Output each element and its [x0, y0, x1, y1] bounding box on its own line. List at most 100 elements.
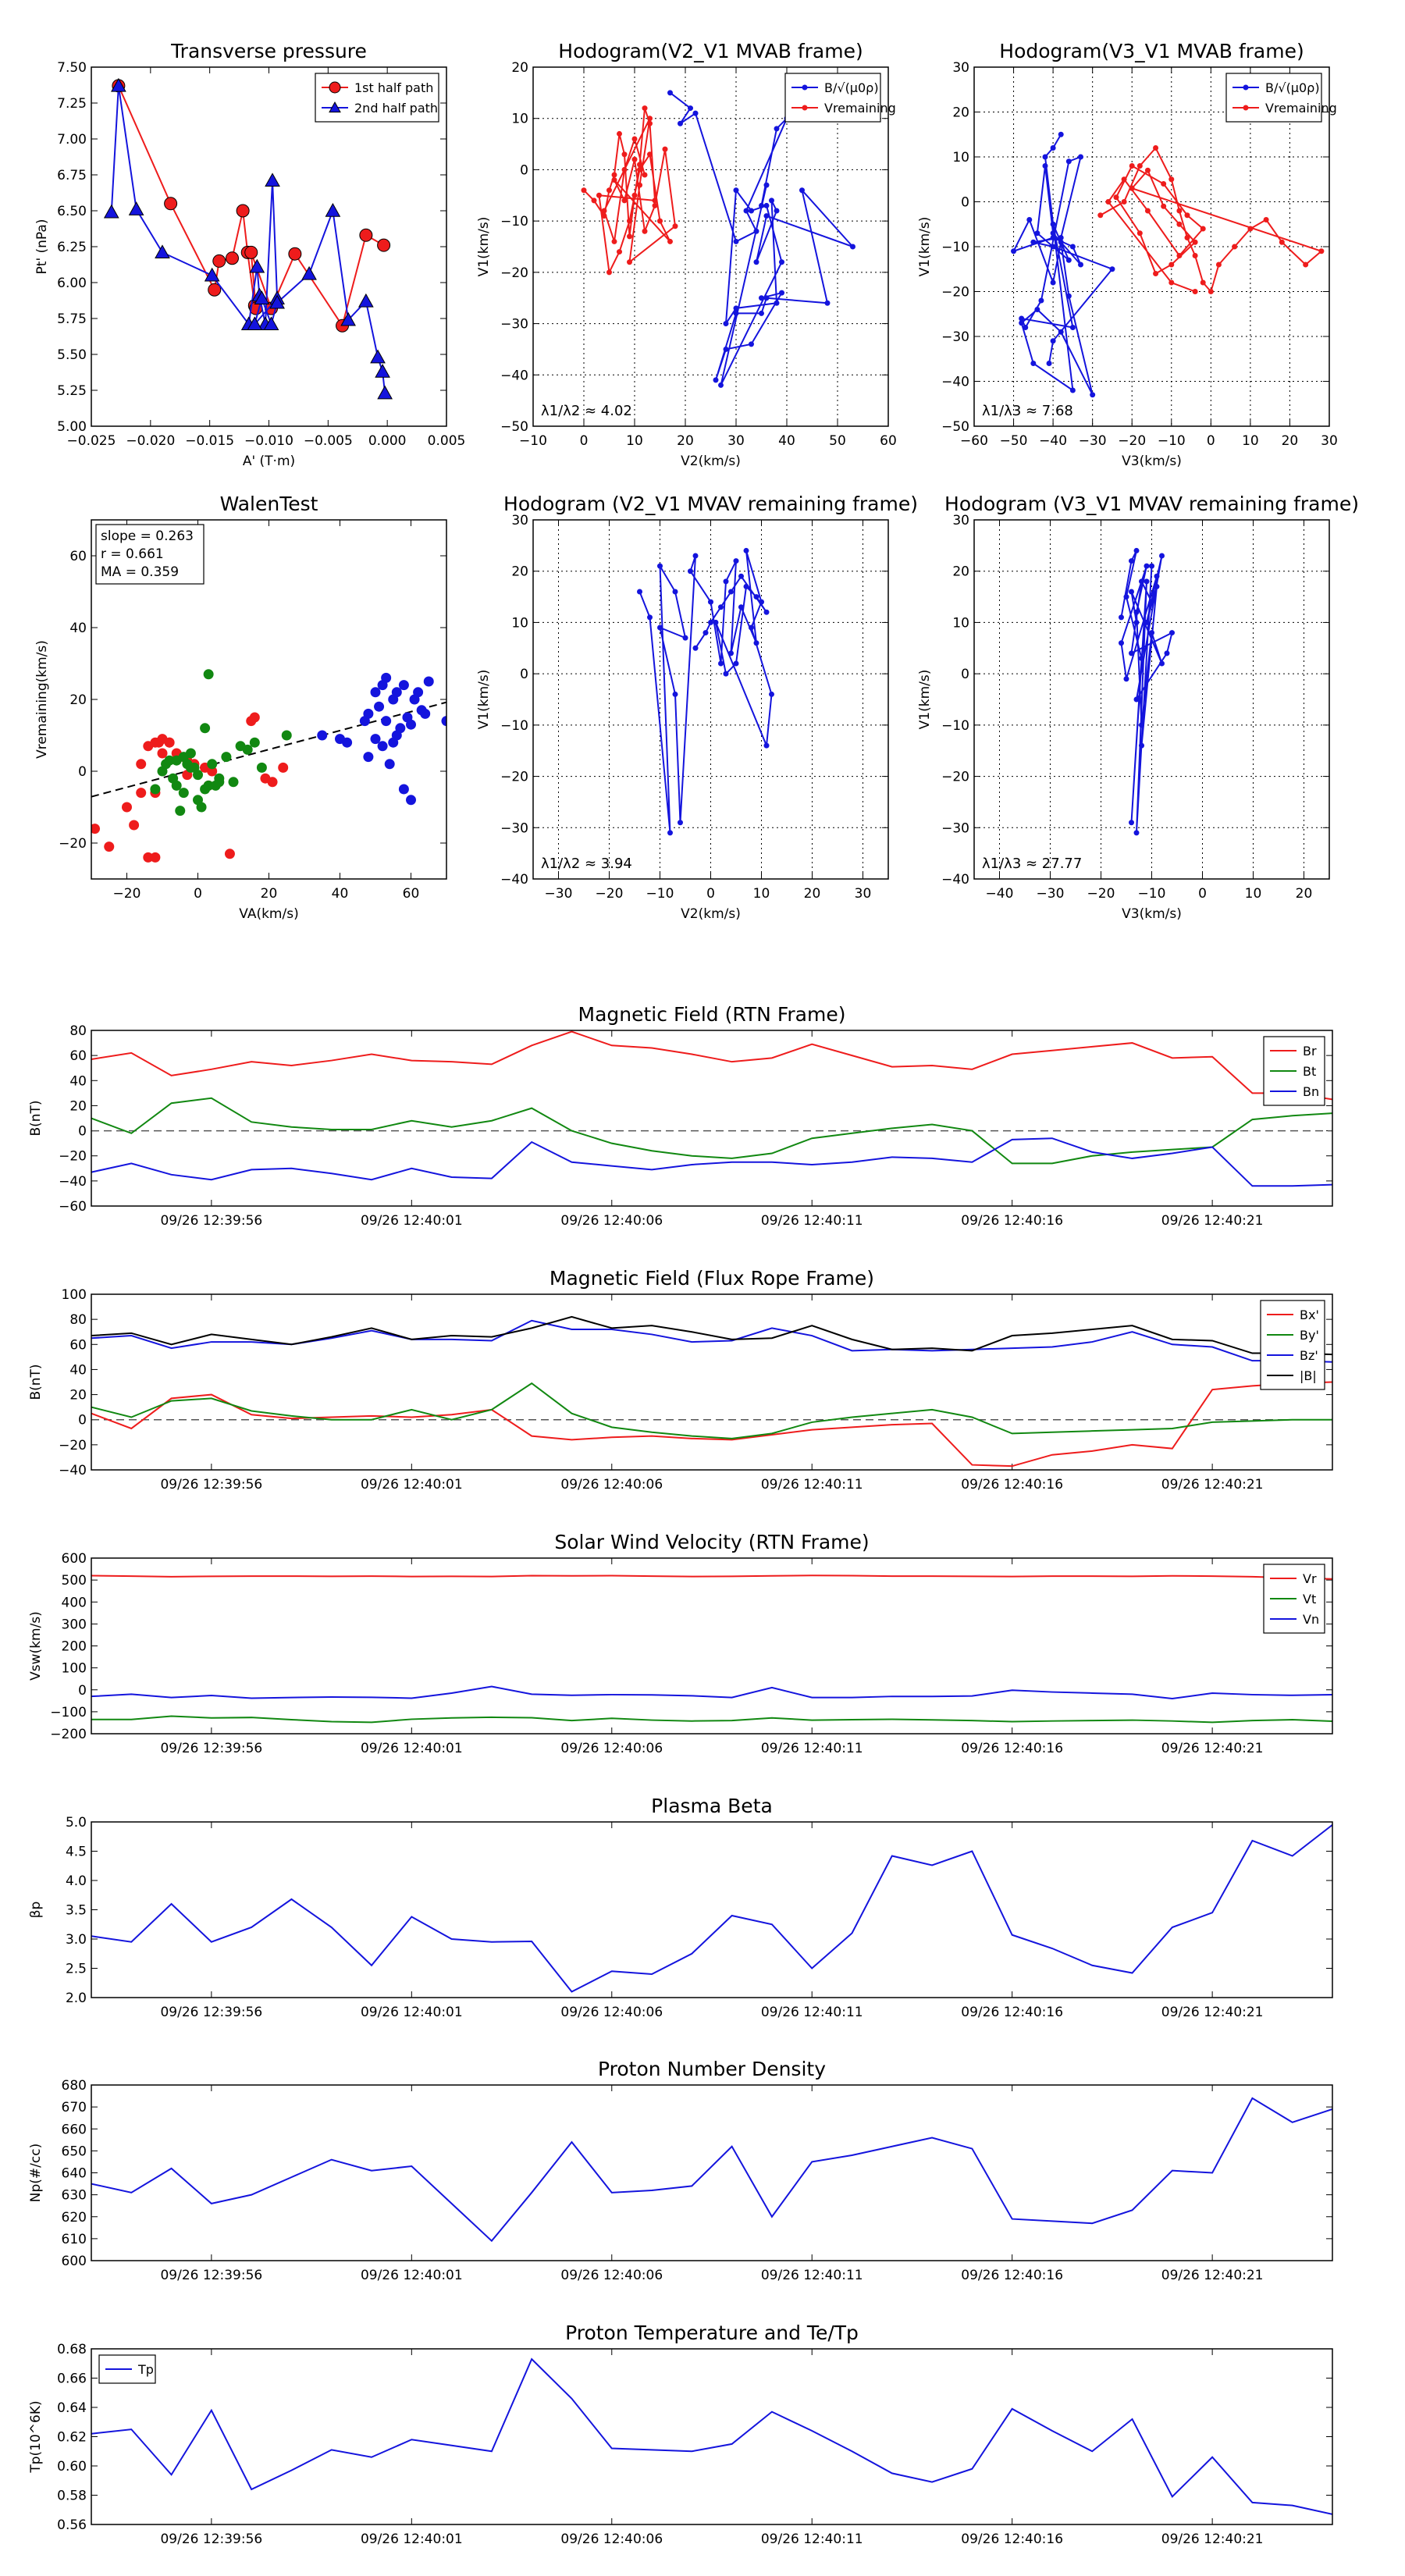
xtick-label: 09/26 12:39:56	[160, 2268, 262, 2283]
ytick-label: 200	[62, 1639, 87, 1655]
data-point	[1161, 181, 1167, 187]
scatter-point	[104, 841, 115, 852]
data-point	[1034, 230, 1040, 237]
data-point	[1065, 257, 1072, 263]
data-point	[103, 204, 119, 219]
xtick-label: −20	[1087, 886, 1115, 902]
data-point	[763, 742, 770, 749]
data-point	[621, 151, 628, 158]
xtick-label: 50	[829, 433, 846, 449]
ytick-label: −30	[941, 329, 969, 345]
ytick-label: 650	[62, 2144, 87, 2159]
data-point	[672, 691, 678, 697]
scatter-point	[122, 802, 132, 813]
data-point	[682, 635, 688, 641]
stats-box	[95, 524, 205, 585]
xtick-label: 10	[1242, 433, 1259, 449]
scatter-point	[342, 737, 353, 748]
xtick-label: 20	[804, 886, 821, 902]
xtick-label: 0	[706, 886, 715, 902]
scatter-point	[157, 748, 168, 759]
scatter-point	[267, 777, 278, 788]
series-line	[91, 1574, 1332, 1580]
legend: Bx' By' Bz' |B|	[1260, 1300, 1325, 1390]
data-point	[723, 321, 729, 327]
xtick-label: 09/26 12:40:11	[761, 1741, 863, 1756]
data-point	[672, 223, 678, 229]
xtick-label: −30	[545, 886, 573, 902]
ytick-label: 60	[69, 1048, 87, 1064]
ytick-label: 100	[62, 1287, 87, 1303]
data-point	[637, 182, 642, 188]
data-point	[743, 547, 749, 553]
legend: Tp	[98, 2354, 156, 2384]
data-point	[1069, 387, 1076, 393]
data-point	[1097, 212, 1104, 219]
data-point	[763, 182, 770, 188]
data-point	[718, 660, 724, 667]
xtick-label: −40	[1039, 433, 1067, 449]
xtick-label: 30	[1321, 433, 1338, 449]
ytick-label: −20	[59, 1438, 87, 1453]
ytick-label: 0.60	[57, 2459, 87, 2475]
data-point	[617, 249, 622, 255]
ytick-label: 0	[520, 162, 528, 178]
data-point	[1144, 208, 1151, 214]
scatter-point	[207, 766, 218, 777]
xtick-label: 09/26 12:40:16	[961, 2532, 1063, 2547]
scatter-point	[178, 788, 189, 799]
data-point	[601, 213, 607, 219]
data-point	[1192, 239, 1198, 245]
x-axis-label: VA(km/s)	[239, 906, 298, 922]
stats-label: r = 0.661	[101, 546, 164, 562]
series-line	[1100, 146, 1323, 294]
ytick-label: 0	[78, 1413, 87, 1429]
ytick-label: 7.00	[57, 132, 87, 148]
data-point	[1050, 221, 1056, 227]
data-point	[621, 197, 628, 204]
data-point	[647, 614, 653, 621]
xtick-label: 30	[855, 886, 872, 902]
ytick-label: −20	[59, 836, 87, 852]
data-point	[1121, 176, 1127, 183]
data-point	[749, 624, 754, 631]
scatter-point	[384, 759, 395, 770]
data-point	[164, 197, 178, 211]
ytick-label: 80	[69, 1023, 87, 1039]
xtick-label: 09/26 12:40:01	[361, 2005, 463, 2020]
scatter-point	[178, 752, 189, 763]
data-point	[1153, 271, 1159, 276]
xtick-label: −30	[1037, 886, 1065, 902]
xtick-label: −20	[596, 886, 624, 902]
data-point	[1144, 578, 1150, 585]
ytick-label: 5.0	[66, 1815, 87, 1831]
data-point	[1159, 553, 1165, 559]
y-axis-label: Np(#/cc)	[28, 2144, 44, 2202]
data-point	[1034, 307, 1040, 312]
plot-frame	[973, 519, 1330, 880]
data-point	[733, 187, 739, 194]
xtick-label: 09/26 12:40:11	[761, 1213, 863, 1229]
data-point	[1023, 325, 1029, 330]
data-point	[340, 311, 356, 326]
data-point	[1168, 262, 1175, 268]
plot-area	[91, 669, 446, 863]
xtick-label: 40	[778, 433, 795, 449]
data-point	[774, 208, 780, 214]
ytick-label: −100	[50, 1705, 87, 1720]
xtick-label: 09/26 12:40:01	[361, 2532, 463, 2547]
scatter-point	[136, 788, 147, 799]
data-point	[733, 238, 739, 244]
data-point	[743, 583, 749, 589]
ytick-label: −40	[59, 1174, 87, 1190]
ratio-annotation: λ1/λ3 ≈ 7.68	[982, 403, 1073, 419]
data-point	[1133, 547, 1140, 553]
data-point	[749, 208, 754, 214]
data-point	[647, 116, 653, 122]
ytick-label: 20	[69, 1388, 87, 1404]
scatter-point	[381, 716, 392, 727]
chart-transverse: 5.00 5.25 5.50 5.75 6.00 6.25 6.50 6.75 7.00 7.25…	[34, 40, 465, 469]
data-point	[799, 187, 805, 194]
xtick-label: −0.025	[67, 433, 116, 449]
xtick-label: 20	[1296, 886, 1313, 902]
